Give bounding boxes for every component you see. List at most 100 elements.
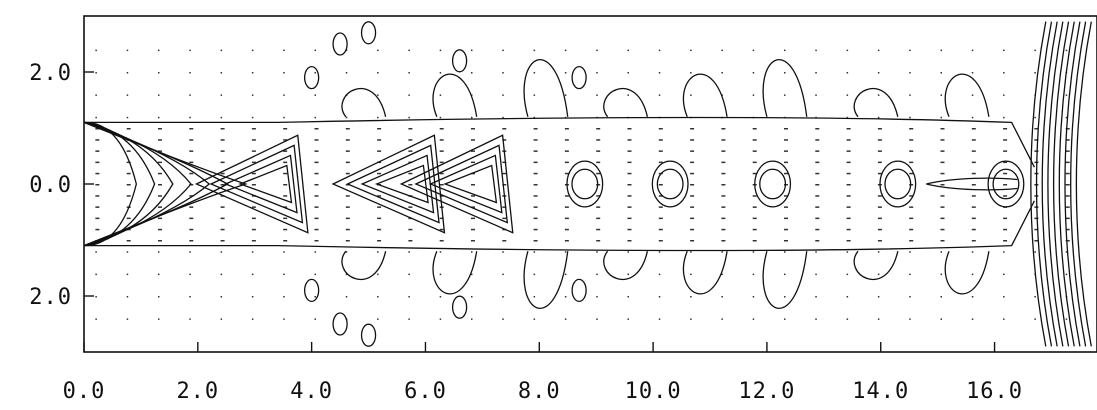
grid-dot [564,318,567,320]
grid-dot [157,217,162,220]
grid-dot [940,184,945,186]
grid-dot [690,206,695,208]
grid-dot [1003,150,1008,152]
grid-dot [846,150,851,152]
grid-dot [189,94,191,96]
shock-cell-contour [443,164,498,204]
grid-dot [220,296,223,298]
grid-dot [846,116,849,119]
grid-dot [470,49,473,52]
grid-dot [1003,116,1005,119]
right-edge-contour [1058,21,1075,347]
grid-dot [470,217,475,220]
grid-dot [658,49,661,52]
grid-dot [752,228,757,231]
grid-dot [502,240,507,242]
grid-dot [95,318,97,320]
expansion-fan-contour [83,121,192,247]
grid-dot [940,172,945,175]
grid-dot [877,251,880,253]
grid-dot [314,240,319,242]
grid-dot [1003,161,1008,164]
grid-dot [564,296,567,298]
grid-dot [314,139,319,141]
grid-dot [470,296,473,298]
grid-dot [314,296,316,298]
grid-dot [470,184,475,186]
grid-dot [752,94,755,96]
grid-dot [721,150,726,152]
grid-dot [971,228,976,231]
grid-dot [126,240,131,242]
x-tick-label: 4.0 [290,379,333,404]
grid-dot [658,150,663,152]
grid-dot [189,195,194,197]
grid-dot [940,49,942,52]
plot-frame [83,15,1097,353]
grid-dot [1065,195,1070,197]
grid-dot [220,184,225,186]
acoustic-contour-lower [944,250,990,295]
shock-cell-contour [414,144,509,224]
grid-dot [909,116,911,119]
grid-dot [439,94,442,96]
grid-dot [345,251,348,253]
grid-dot [1065,240,1070,242]
small-contour-island [303,65,320,90]
grid-dot [971,139,976,141]
grid-dot [971,318,974,320]
grid-dot [157,72,160,74]
grid-dot [815,94,817,96]
grid-dot [283,128,288,130]
grid-dot [877,116,880,119]
grid-dot [95,116,97,119]
grid-dot [658,217,663,220]
grid-dot [189,172,194,175]
grid-dot [377,94,379,96]
grid-dot [377,240,382,242]
y-tick-label: 0.0 [29,173,72,198]
grid-dot [439,139,444,141]
right-edge-contour [1052,21,1070,347]
grid-dot [783,161,788,164]
grid-dot [377,318,379,320]
grid-dot [470,139,475,141]
grid-dot [690,172,695,175]
grid-dot [940,94,942,96]
grid-dot [502,217,507,220]
grid-dot [283,150,288,152]
grid-dot [752,296,755,298]
grid-dot [1003,72,1005,74]
grid-dot [940,296,942,298]
grid-dot [157,228,162,231]
grid-dot [126,318,129,320]
grid-dot [345,296,348,298]
grid-dot [189,240,194,242]
grid-dot [157,251,160,253]
grid-dot [439,161,444,164]
grid-dot [658,195,663,197]
grid-dot [95,251,97,253]
grid-dot [502,296,504,298]
grid-dot [971,94,974,96]
grid-dot [877,150,882,152]
grid-dot [909,228,914,231]
grid-dot [189,49,191,52]
grid-dot [251,318,254,320]
grid-dot [627,172,632,175]
grid-dot [783,296,786,298]
small-contour-island [360,323,377,347]
grid-dot [126,184,131,186]
grid-dot [877,139,882,141]
grid-dot [345,195,350,197]
grid-dot [502,251,504,253]
grid-dot [596,49,598,52]
grid-dot [877,94,880,96]
grid-dot [877,49,880,52]
grid-dot [564,206,569,208]
grid-dot [940,128,945,130]
shock-cell-contour [571,168,599,200]
grid-dot [596,139,601,141]
grid-dot [502,116,504,119]
grid-dot [533,94,536,96]
